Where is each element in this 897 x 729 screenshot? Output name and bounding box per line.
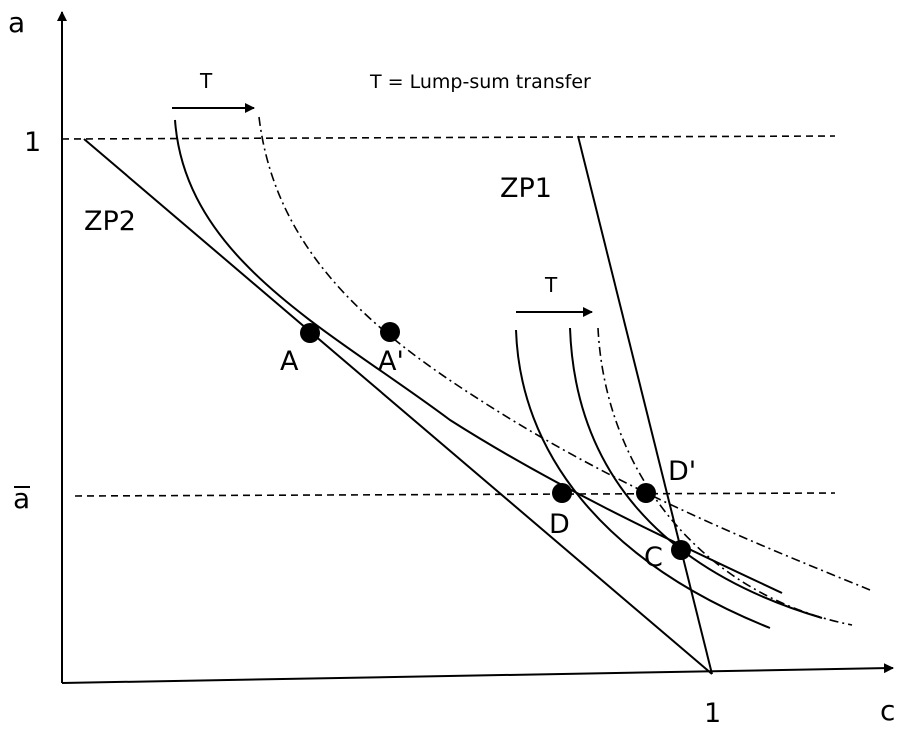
- zp1-line: [577, 135, 713, 675]
- point-d-prime-label: D': [668, 456, 696, 487]
- point-d-label: D: [549, 509, 570, 540]
- y-tick-a-bar-letter: a: [13, 482, 30, 515]
- zp1-label: ZP1: [500, 173, 552, 204]
- y-tick-a-bar: a: [13, 482, 30, 515]
- point-d-marker: [552, 483, 572, 503]
- shifted-curve-through-a-prime: [258, 116, 871, 591]
- a-bar-dashed-line: [74, 492, 836, 497]
- transfer-label-mid: T: [544, 273, 558, 297]
- x-tick-one: 1: [704, 698, 721, 729]
- indifference-curve-through-a: [174, 119, 783, 594]
- y-axis-label: a: [8, 6, 25, 39]
- indifference-curve-through-c: [569, 327, 823, 619]
- x-axis-label: c: [880, 694, 895, 727]
- lump-sum-transfer-note: T = Lump-sum transfer: [369, 71, 591, 93]
- axes: [57, 11, 894, 684]
- point-a-prime-marker: [380, 322, 400, 342]
- y-tick-one: 1: [24, 127, 41, 158]
- point-c-label: C: [644, 542, 663, 573]
- shifted-curve-through-d-prime: [597, 327, 853, 626]
- point-d-prime-marker: [636, 483, 656, 503]
- point-a-label: A: [280, 346, 299, 377]
- a-equals-one-dashed-line: [61, 135, 836, 140]
- point-c-marker: [671, 540, 691, 560]
- point-a-marker: [300, 323, 320, 343]
- zp2-label: ZP2: [84, 206, 136, 237]
- transfer-label-top: T: [199, 69, 213, 93]
- x-axis: [61, 663, 894, 684]
- point-a-prime-label: A': [378, 346, 404, 377]
- zp2-line: [83, 138, 713, 675]
- indifference-curve-through-d: [515, 329, 771, 629]
